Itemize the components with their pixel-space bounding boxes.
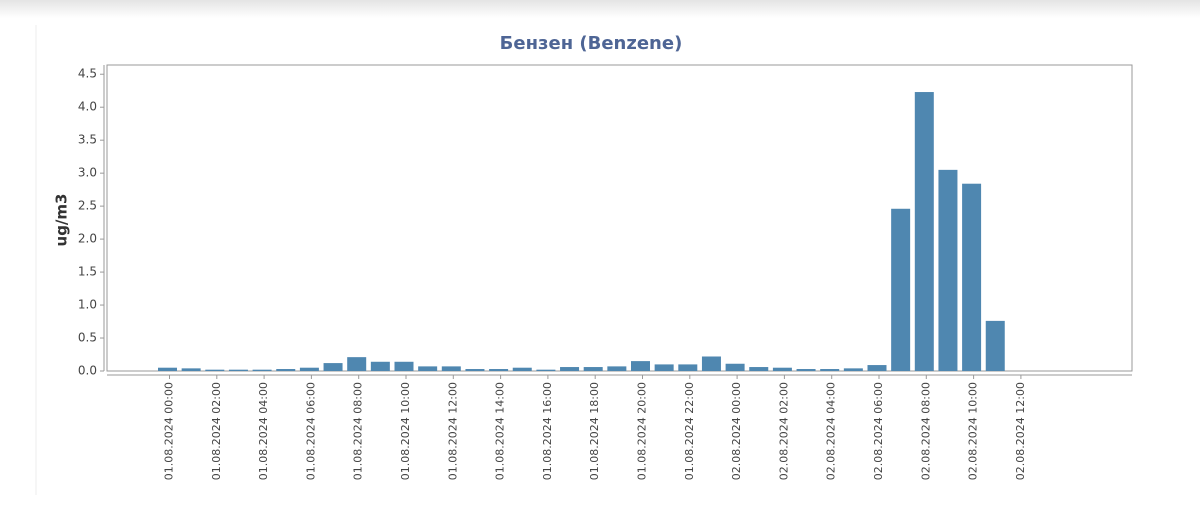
x-tick-label: 02.08.2024 02:00 — [777, 382, 790, 480]
x-tick-label: 02.08.2024 12:00 — [1014, 382, 1027, 480]
x-tick-label: 02.08.2024 04:00 — [825, 382, 838, 480]
bar — [347, 357, 367, 371]
bar — [820, 369, 840, 371]
bar — [843, 368, 863, 371]
y-tick-label: 2.0 — [78, 232, 97, 246]
y-tick-label: 4.5 — [78, 67, 97, 81]
bar — [560, 367, 580, 371]
bar — [323, 363, 343, 371]
bar — [252, 369, 272, 371]
x-tick-label: 02.08.2024 06:00 — [872, 382, 885, 480]
chart-title: Бензен (Benzene) — [500, 33, 683, 54]
x-tick-label: 01.08.2024 06:00 — [304, 382, 317, 480]
bar — [725, 363, 745, 371]
bar — [631, 361, 650, 371]
bar — [796, 369, 816, 371]
bar — [299, 367, 319, 371]
y-tick-label: 0.0 — [78, 364, 97, 378]
x-tick-label: 01.08.2024 02:00 — [210, 382, 223, 480]
bar — [938, 169, 958, 371]
x-tick-label: 02.08.2024 00:00 — [730, 382, 743, 480]
bar — [158, 367, 177, 371]
x-tick-label: 01.08.2024 08:00 — [352, 382, 365, 480]
bar — [465, 369, 485, 371]
bar — [205, 369, 225, 371]
x-tick-label: 01.08.2024 10:00 — [399, 382, 412, 480]
bar — [749, 367, 769, 371]
bar — [583, 367, 603, 371]
bar — [962, 183, 982, 371]
x-tick-label: 01.08.2024 12:00 — [446, 382, 459, 480]
bar — [441, 366, 461, 371]
x-tick-label: 01.08.2024 18:00 — [588, 382, 601, 480]
bar — [228, 369, 248, 371]
bar — [370, 361, 390, 371]
bar — [489, 369, 509, 371]
bar — [181, 368, 201, 371]
y-tick-label: 4.0 — [78, 100, 97, 114]
y-tick-label: 1.0 — [78, 298, 97, 312]
x-tick-label: 01.08.2024 20:00 — [636, 382, 649, 480]
bar — [701, 356, 721, 371]
y-axis-label: ug/m3 — [53, 194, 71, 247]
bar — [536, 369, 556, 371]
bar — [607, 366, 627, 371]
bar — [891, 208, 911, 371]
bar — [772, 367, 792, 371]
y-tick-label: 3.0 — [78, 166, 97, 180]
y-tick-label: 1.5 — [78, 265, 97, 279]
bar — [276, 369, 296, 371]
bar — [985, 320, 1005, 371]
x-tick-label: 01.08.2024 14:00 — [494, 382, 507, 480]
bar — [512, 367, 532, 371]
bar — [914, 92, 934, 372]
y-tick-label: 3.5 — [78, 133, 97, 147]
x-tick-label: 01.08.2024 04:00 — [257, 382, 270, 480]
bar — [394, 361, 414, 371]
bar — [867, 365, 887, 371]
y-tick-label: 2.5 — [78, 199, 97, 213]
x-tick-label: 01.08.2024 22:00 — [683, 382, 696, 480]
bar — [418, 366, 438, 371]
bar — [678, 364, 698, 371]
top-bar — [0, 0, 1200, 18]
bar — [654, 364, 674, 371]
y-tick-label: 0.5 — [78, 331, 97, 345]
x-tick-label: 02.08.2024 08:00 — [919, 382, 932, 480]
x-tick-label: 01.08.2024 00:00 — [163, 382, 176, 480]
x-tick-label: 01.08.2024 16:00 — [541, 382, 554, 480]
x-tick-label: 02.08.2024 10:00 — [967, 382, 980, 480]
